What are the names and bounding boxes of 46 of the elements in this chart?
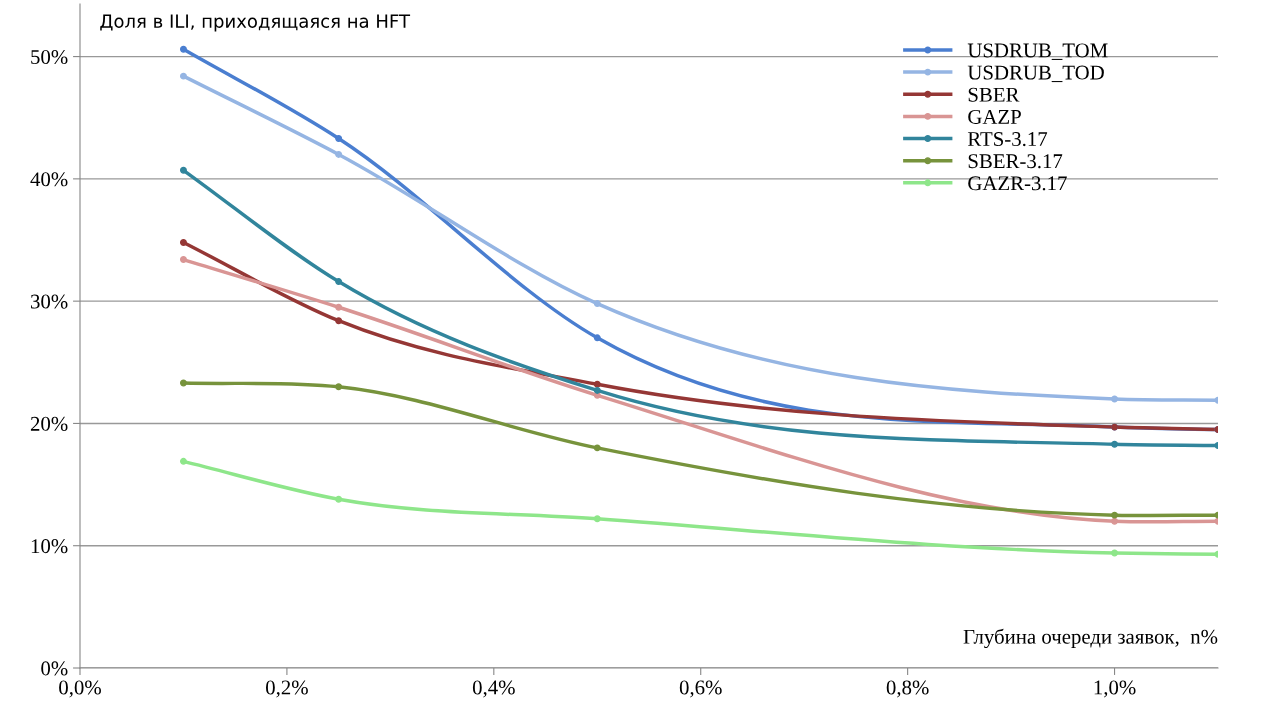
point xyxy=(1111,440,1119,448)
point xyxy=(1111,549,1119,557)
x-tick-label: 0,2% xyxy=(266,680,308,698)
y-tick-label: 50% xyxy=(31,49,68,65)
point xyxy=(335,317,343,325)
point xyxy=(179,379,187,387)
point xyxy=(179,256,187,264)
legend-label: USDRUB_TOM xyxy=(967,43,1108,60)
legend-label: RTS-3.17 xyxy=(967,132,1048,147)
point xyxy=(179,457,187,465)
point xyxy=(179,45,187,53)
legend-label: GAZP xyxy=(968,109,1021,124)
x-tick-label: 0,4% xyxy=(472,680,515,698)
x-tick-label: 0,0% xyxy=(59,680,101,698)
point xyxy=(335,383,343,391)
y-tick-label: 10% xyxy=(31,539,68,554)
point xyxy=(593,386,601,394)
point xyxy=(593,334,601,342)
x-tick-label: 0,6% xyxy=(679,680,722,698)
x-axis-title: Глубина очереди заявок, n% xyxy=(963,628,1218,649)
point xyxy=(335,278,343,286)
point xyxy=(179,166,187,174)
legend-label: GAZR-3.17 xyxy=(968,176,1067,191)
legend-label: SBER xyxy=(968,87,1020,102)
point xyxy=(593,380,601,388)
y-tick-label: 0% xyxy=(41,661,68,676)
point xyxy=(335,495,343,503)
point xyxy=(1111,517,1119,525)
y-tick-label: 20% xyxy=(30,416,68,431)
y-tick-label: 40% xyxy=(30,172,68,187)
x-tick-label: 0,8% xyxy=(886,680,929,698)
point xyxy=(179,238,187,246)
point xyxy=(1111,395,1119,403)
point xyxy=(179,72,187,80)
point xyxy=(335,135,343,142)
point xyxy=(335,303,343,311)
point xyxy=(593,515,601,523)
point xyxy=(593,300,601,308)
legend-label: USDRUB_TOD xyxy=(967,65,1104,83)
y-tick-label: 30% xyxy=(31,294,68,309)
point xyxy=(593,444,601,452)
legend-label: SBER-3.17 xyxy=(968,154,1063,169)
point xyxy=(1111,511,1119,519)
y-axis-title: Доля в ILI, приходящаяся на HFT xyxy=(100,14,411,32)
x-tick-label: 1,0% xyxy=(1094,680,1136,698)
point xyxy=(335,150,343,158)
